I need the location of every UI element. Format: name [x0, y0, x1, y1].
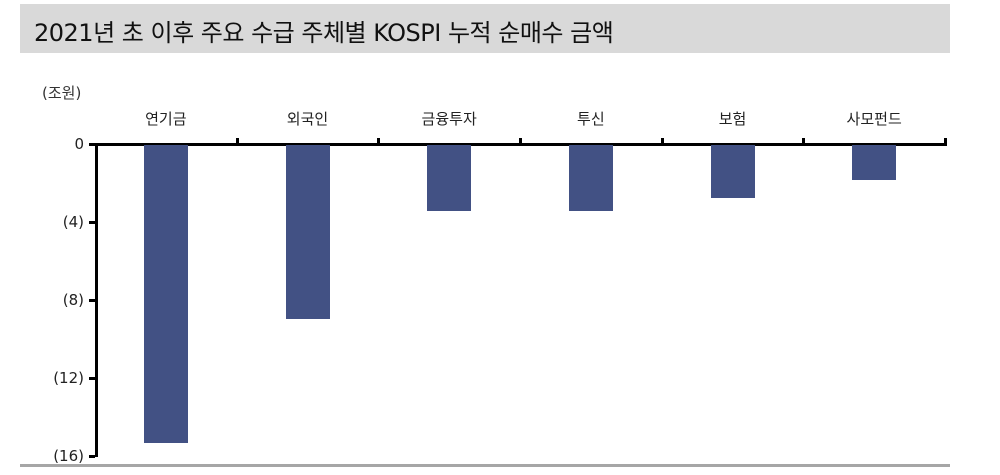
y-tick-label: 0	[74, 135, 84, 153]
y-tick	[89, 221, 95, 224]
category-label: 금융투자	[421, 110, 477, 128]
y-tick-label: (12)	[53, 369, 84, 387]
y-tick	[89, 143, 95, 146]
category-label: 연기금	[145, 110, 187, 128]
chart-title: 2021년 초 이후 주요 수급 주체별 KOSPI 누적 순매수 금액	[34, 19, 614, 47]
bar-4	[568, 145, 613, 212]
y-tick-label: (16)	[53, 447, 84, 465]
category-label: 투신	[577, 110, 605, 128]
bar-2	[285, 145, 330, 319]
x-tick	[660, 138, 664, 144]
bar-3	[427, 145, 472, 212]
chart-title-bar: 2021년 초 이후 주요 수급 주체별 KOSPI 누적 순매수 금액	[20, 4, 950, 53]
bar-6	[852, 145, 897, 181]
category-label: 사모펀드	[846, 110, 902, 128]
y-tick-label: (8)	[62, 291, 84, 309]
x-axis-line	[90, 143, 947, 146]
y-tick	[89, 299, 95, 302]
y-tick-label: (4)	[62, 213, 84, 231]
category-label: 외국인	[286, 110, 329, 128]
x-tick	[519, 138, 522, 144]
bar-1	[143, 145, 188, 444]
x-tick	[235, 138, 239, 144]
y-axis-line	[95, 144, 98, 457]
y-tick	[89, 455, 95, 458]
y-tick	[89, 377, 95, 380]
y-axis-unit-label: (조원)	[42, 84, 82, 102]
x-tick	[377, 138, 381, 144]
category-label: 보험	[718, 110, 747, 128]
x-tick	[944, 138, 947, 144]
bar-5	[710, 145, 755, 198]
bottom-divider	[20, 464, 950, 467]
x-tick	[802, 138, 806, 144]
